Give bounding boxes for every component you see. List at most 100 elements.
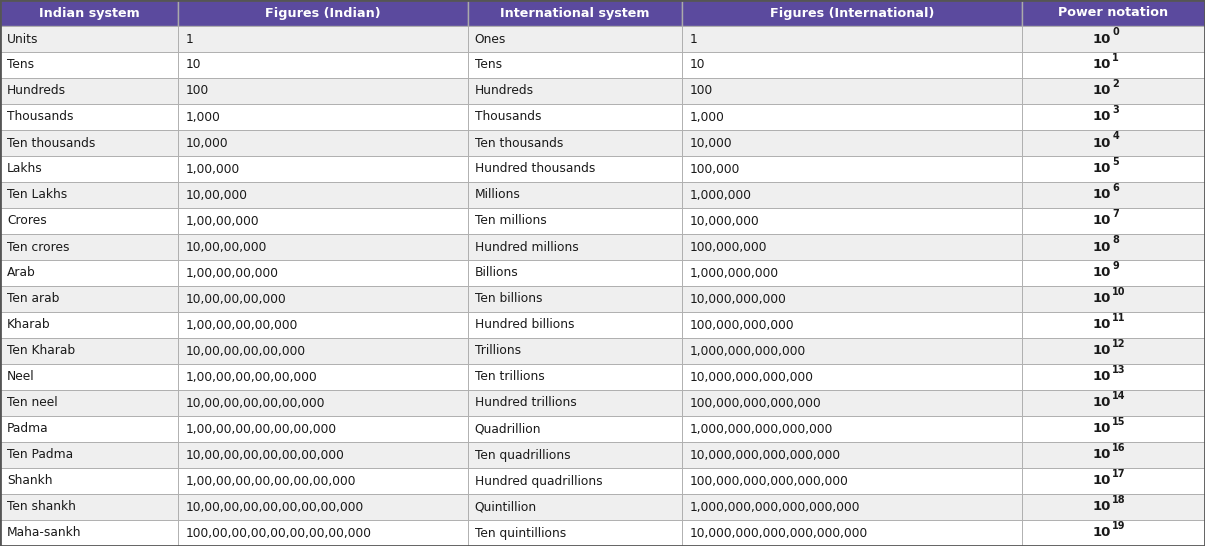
Text: 100: 100 (689, 85, 712, 98)
Text: Hundred quadrillions: Hundred quadrillions (475, 474, 602, 488)
Text: 10,000,000,000,000,000: 10,000,000,000,000,000 (689, 448, 840, 461)
Bar (682, 442, 1022, 468)
Text: Ten quintillions: Ten quintillions (475, 526, 566, 539)
Bar (682, 130, 1022, 156)
Bar (178, 182, 468, 208)
Text: Hundred billions: Hundred billions (475, 318, 575, 331)
Text: 7: 7 (1112, 209, 1119, 219)
Bar (682, 338, 1022, 364)
Bar (468, 78, 682, 104)
Text: 10: 10 (1093, 240, 1111, 253)
Text: Ten neel: Ten neel (7, 396, 58, 410)
Bar (178, 104, 468, 130)
Bar (1022, 468, 1205, 494)
Bar (178, 52, 468, 78)
Bar (682, 78, 1022, 104)
Text: Thousands: Thousands (475, 110, 541, 123)
Text: 0: 0 (1112, 27, 1119, 37)
Text: Ten Padma: Ten Padma (7, 448, 74, 461)
Bar (468, 338, 682, 364)
Text: 10: 10 (1093, 318, 1111, 331)
Bar (468, 286, 682, 312)
Text: 10,00,00,00,00,00,000: 10,00,00,00,00,00,000 (186, 396, 325, 410)
Text: 1,00,00,00,00,00,000: 1,00,00,00,00,00,000 (186, 371, 317, 383)
Text: Hundred trillions: Hundred trillions (475, 396, 576, 410)
Bar (468, 364, 682, 390)
Text: 10: 10 (1093, 371, 1111, 383)
Text: 14: 14 (1112, 391, 1125, 401)
Text: Hundreds: Hundreds (475, 85, 534, 98)
Text: 10: 10 (1093, 345, 1111, 358)
Bar (0, 234, 178, 260)
Text: 10: 10 (1093, 188, 1111, 201)
Bar (0, 442, 178, 468)
Bar (0, 52, 178, 78)
Text: 10,000: 10,000 (186, 136, 228, 150)
Text: 1,000: 1,000 (689, 110, 724, 123)
Bar (1022, 156, 1205, 182)
Text: 10,000: 10,000 (689, 136, 731, 150)
Bar (1022, 52, 1205, 78)
Text: Quadrillion: Quadrillion (475, 423, 541, 436)
Text: 10: 10 (1093, 266, 1111, 280)
Bar (0, 494, 178, 520)
Text: 10: 10 (1093, 215, 1111, 228)
Text: Kharab: Kharab (7, 318, 51, 331)
Text: Ten billions: Ten billions (475, 293, 542, 306)
Text: 10: 10 (1093, 163, 1111, 175)
Bar (682, 312, 1022, 338)
Bar (178, 416, 468, 442)
Text: Ten Kharab: Ten Kharab (7, 345, 76, 358)
Text: 5: 5 (1112, 157, 1119, 167)
Bar (178, 364, 468, 390)
Bar (0, 26, 178, 52)
Text: 9: 9 (1112, 261, 1119, 271)
Bar (468, 520, 682, 546)
Bar (468, 442, 682, 468)
Text: 10,00,000: 10,00,000 (186, 188, 247, 201)
Text: Figures (Indian): Figures (Indian) (265, 7, 381, 20)
Text: Lakhs: Lakhs (7, 163, 43, 175)
Text: 10: 10 (186, 58, 201, 72)
Bar (178, 312, 468, 338)
Text: 10,00,00,00,00,000: 10,00,00,00,00,000 (186, 345, 306, 358)
Text: 13: 13 (1112, 365, 1125, 375)
Text: 100,000: 100,000 (689, 163, 740, 175)
Text: 1: 1 (689, 33, 696, 45)
Text: 1,000,000: 1,000,000 (689, 188, 751, 201)
Bar (0, 156, 178, 182)
Bar (468, 104, 682, 130)
Text: 1,00,00,000: 1,00,00,000 (186, 215, 259, 228)
Bar (1022, 364, 1205, 390)
Bar (1022, 286, 1205, 312)
Text: 100,000,000,000,000: 100,000,000,000,000 (689, 396, 821, 410)
Bar (178, 390, 468, 416)
Text: 10,000,000,000: 10,000,000,000 (689, 293, 786, 306)
Text: 1,00,00,00,000: 1,00,00,00,000 (186, 266, 278, 280)
Text: 10,00,00,00,00,00,00,000: 10,00,00,00,00,00,00,000 (186, 448, 345, 461)
Text: 10: 10 (1093, 85, 1111, 98)
Bar (0, 468, 178, 494)
Bar (1022, 390, 1205, 416)
Text: 4: 4 (1112, 131, 1119, 141)
Text: Thousands: Thousands (7, 110, 74, 123)
Text: 17: 17 (1112, 469, 1125, 479)
Text: 8: 8 (1112, 235, 1119, 245)
Text: 16: 16 (1112, 443, 1125, 453)
Bar (682, 156, 1022, 182)
Text: Hundred thousands: Hundred thousands (475, 163, 595, 175)
Bar (1022, 520, 1205, 546)
Bar (178, 234, 468, 260)
Bar (468, 468, 682, 494)
Bar (468, 312, 682, 338)
Text: 2: 2 (1112, 79, 1119, 89)
Bar (468, 130, 682, 156)
Bar (178, 338, 468, 364)
Text: 100,000,000,000: 100,000,000,000 (689, 318, 794, 331)
Text: 10,00,00,00,000: 10,00,00,00,000 (186, 293, 287, 306)
Bar (468, 26, 682, 52)
Bar (682, 104, 1022, 130)
Text: 19: 19 (1112, 521, 1125, 531)
Bar (0, 130, 178, 156)
Bar (0, 208, 178, 234)
